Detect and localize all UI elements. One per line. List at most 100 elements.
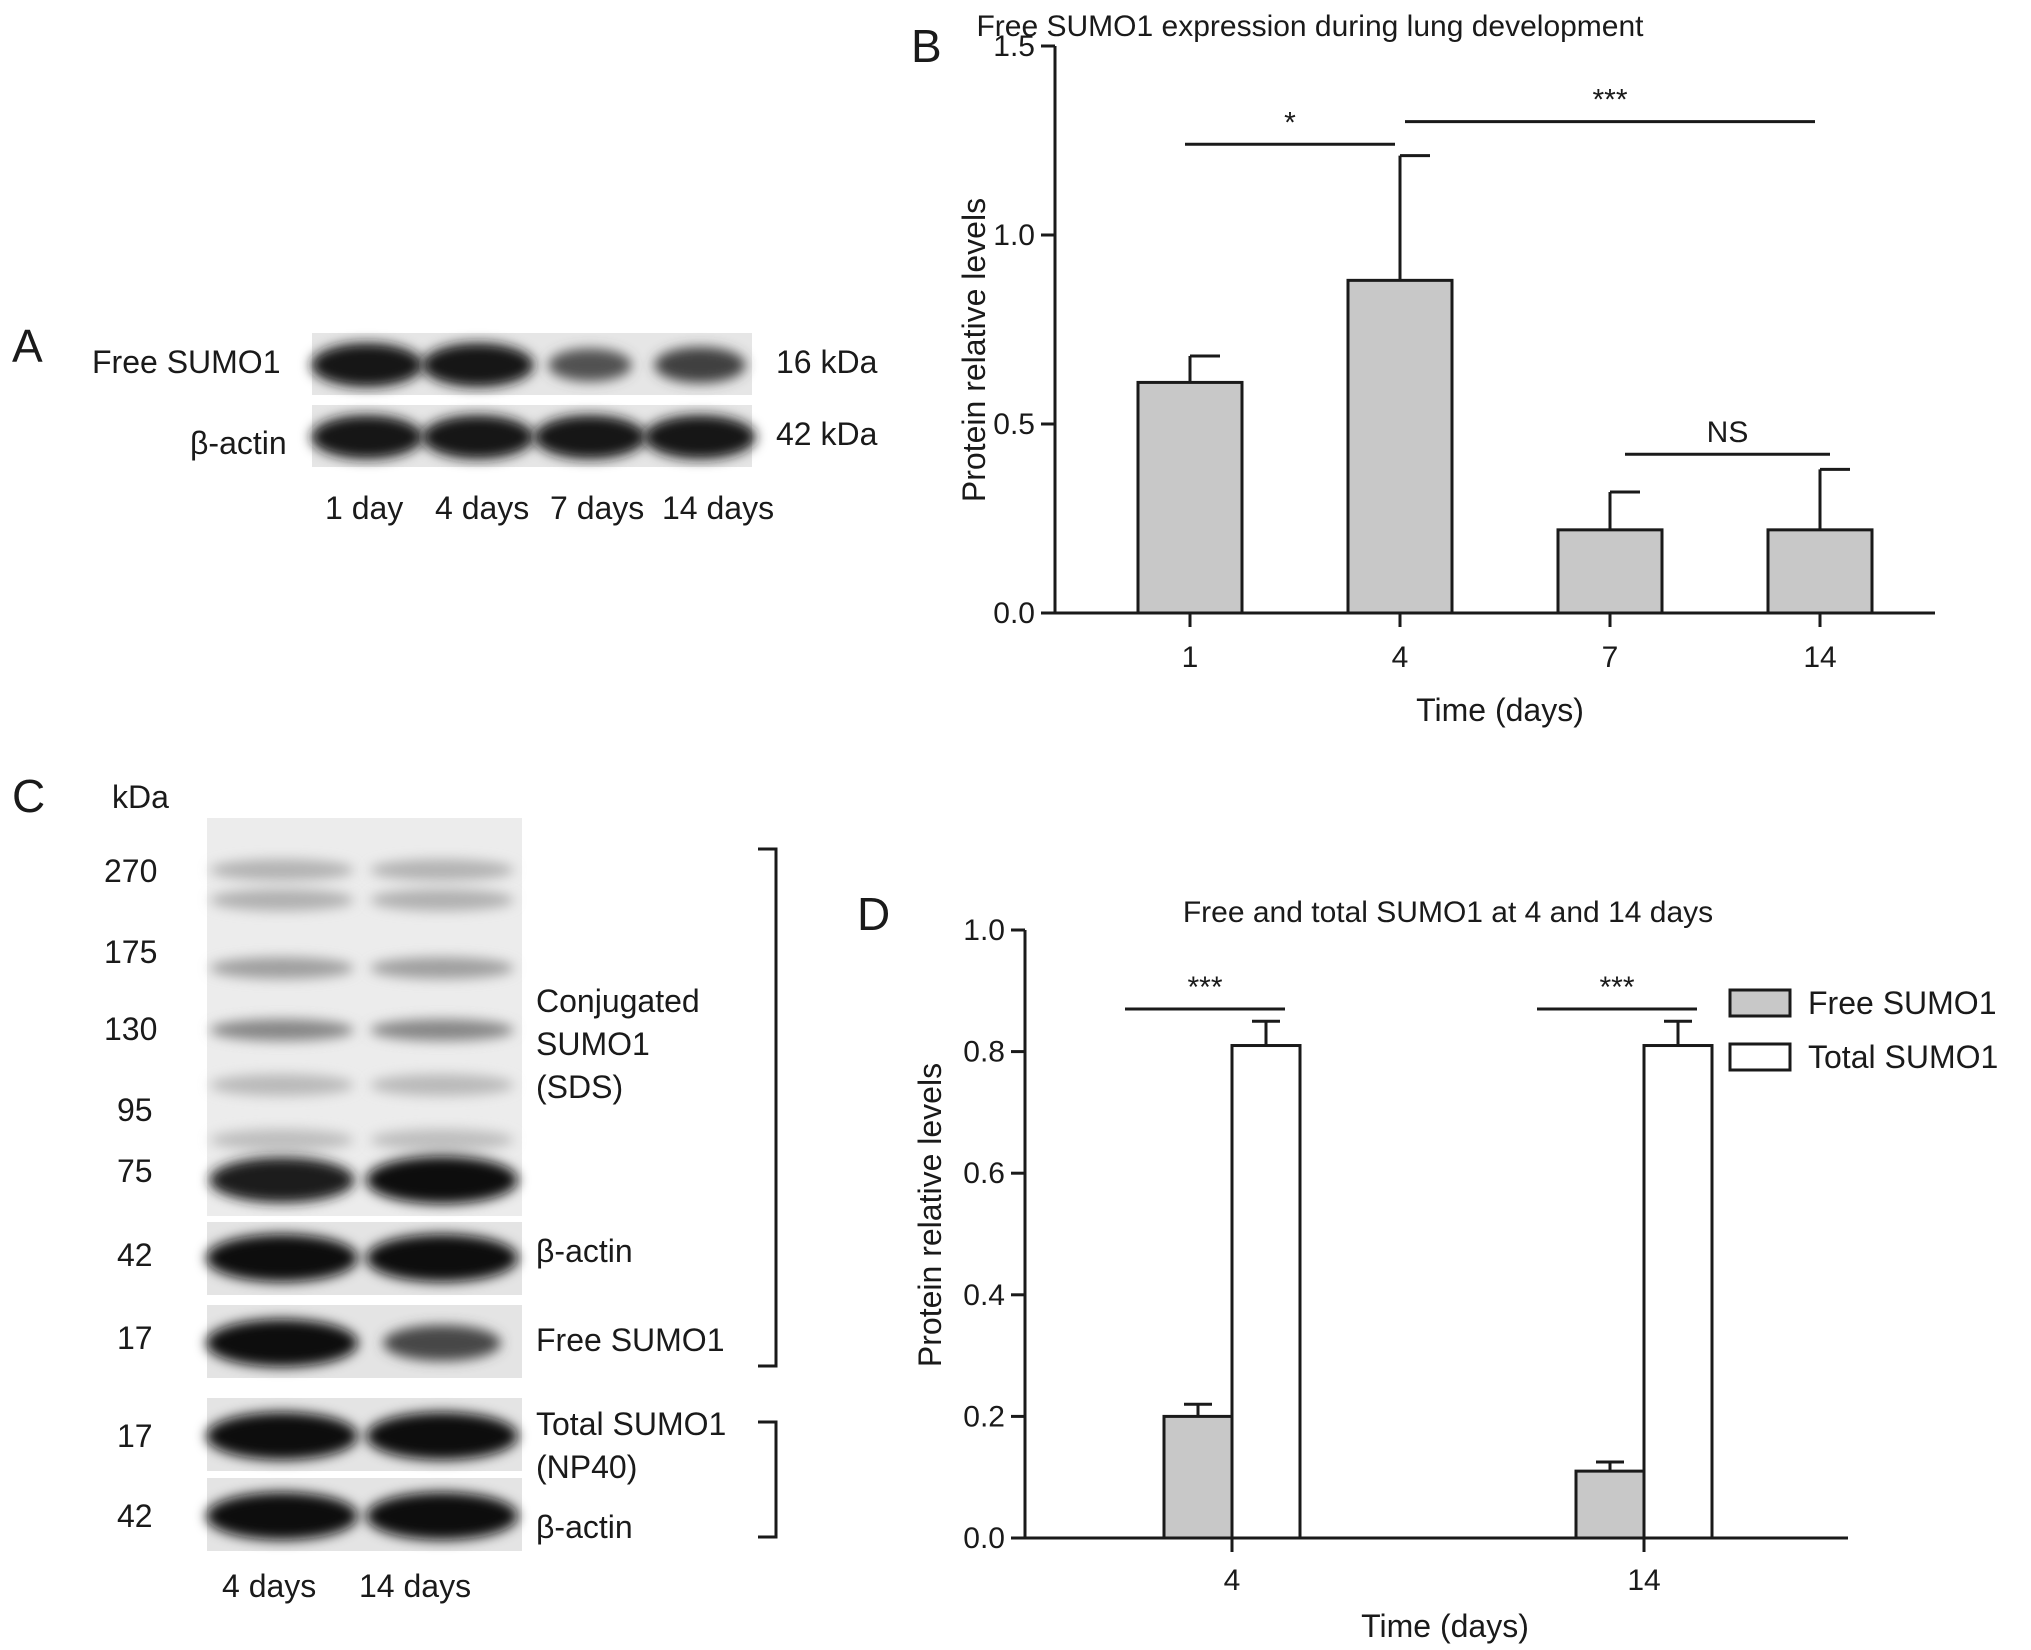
chart-d-xlabel: Time (days) xyxy=(1361,1608,1529,1644)
panel-d: D Free and total SUMO1 at 4 and 14 days … xyxy=(857,888,1998,1644)
chart-b-significance-label: * xyxy=(1284,106,1296,139)
blot-c-smear-4-l1 xyxy=(210,1019,354,1041)
blot-a-lane-4: 14 days xyxy=(662,490,774,526)
chart-b-xlabel: Time (days) xyxy=(1416,692,1584,728)
panel-b: B Free SUMO1 expression during lung deve… xyxy=(911,10,1935,728)
blot-c-band-5-l2 xyxy=(366,1492,518,1540)
blot-c-band-1-l1 xyxy=(209,1157,355,1203)
bracket-np40 xyxy=(758,1420,778,1539)
blot-a-lane-2: 4 days xyxy=(435,490,529,526)
legend-swatch-free xyxy=(1728,988,1792,1018)
chart-d-significance-label: *** xyxy=(1599,971,1634,1004)
blot-a-bands xyxy=(311,343,756,459)
label-actin-top: β-actin xyxy=(536,1233,633,1269)
blot-c-smear-1-l1 xyxy=(210,859,354,881)
blot-c-band-2-l2 xyxy=(366,1234,518,1282)
blot-c-unit: kDa xyxy=(112,779,169,815)
chart-d-ylabel: Protein relative levels xyxy=(912,1063,948,1367)
blot-c-bands xyxy=(206,859,518,1540)
blot-c-smear-5-l2 xyxy=(370,1074,514,1096)
chart-d-xtick-label: 4 xyxy=(1224,1564,1241,1597)
blot-c-band-1-l2 xyxy=(366,1156,518,1204)
blot-a-band-r2-l1 xyxy=(311,415,423,459)
chart-b-bar-4 xyxy=(1346,278,1454,615)
chart-b-bar-7 xyxy=(1556,528,1664,615)
chart-b-ytick-label: 0.5 xyxy=(993,408,1035,441)
chart-b-title: Free SUMO1 expression during lung develo… xyxy=(976,10,1644,43)
chart-b-xtick-label: 14 xyxy=(1803,641,1836,674)
blot-a-band-r2-l3 xyxy=(534,415,646,459)
blot-c-smear-6-l1 xyxy=(210,1129,354,1151)
chart-d-plot: 0.0 0.2 0.4 0.6 0.8 1.0 4 14 *** *** xyxy=(963,914,1848,1597)
chart-b-xtick-label: 7 xyxy=(1602,641,1619,674)
chart-d-bar-4-free xyxy=(1162,1414,1234,1540)
panel-c-letter: C xyxy=(12,770,45,822)
legend-label-total: Total SUMO1 xyxy=(1808,1039,1998,1075)
chart-d-bar-14-total xyxy=(1642,1044,1714,1540)
label-free-sumo1: Free SUMO1 xyxy=(536,1322,724,1358)
blot-a-row2-label: β-actin xyxy=(190,425,287,461)
chart-b-ytick-label: 1.0 xyxy=(993,219,1035,252)
chart-d-ytick-label: 0.0 xyxy=(963,1522,1005,1555)
blot-c-lane-1: 4 days xyxy=(222,1568,316,1604)
chart-d-ytick-label: 0.4 xyxy=(963,1279,1005,1312)
blot-a-lane-1: 1 day xyxy=(325,490,403,526)
label-total-2: (NP40) xyxy=(536,1449,637,1485)
chart-b-plot: 0.00.51.01.51 4 7 14****NS xyxy=(993,30,1935,674)
chart-b-ytick-label: 0.0 xyxy=(993,597,1035,630)
blot-c-lane-2: 14 days xyxy=(359,1568,471,1604)
blot-a-row1-kda: 16 kDa xyxy=(776,344,878,380)
blot-c-smear-3-l1 xyxy=(210,957,354,979)
panel-a-letter: A xyxy=(12,320,43,372)
blot-c-band-4-l2 xyxy=(366,1412,518,1460)
panel-a: A Free SUMO1 β-actin 16 kDa 42 kDa 1 day… xyxy=(12,320,878,526)
panel-d-letter: D xyxy=(857,888,890,940)
blot-a-band-r2-l2 xyxy=(422,415,534,459)
blot-c-smear-2-l1 xyxy=(210,889,354,911)
chart-b-xtick-label: 1 xyxy=(1182,641,1199,674)
blot-a-band-r1-l4 xyxy=(654,347,746,383)
marker-75: 75 xyxy=(117,1153,153,1189)
chart-b-ylabel: Protein relative levels xyxy=(956,198,992,502)
blot-a-row1-label: Free SUMO1 xyxy=(92,344,280,380)
label-actin-bottom: β-actin xyxy=(536,1509,633,1545)
blot-c-smear-1-l2 xyxy=(370,859,514,881)
label-conjugated-2: SUMO1 xyxy=(536,1026,650,1062)
blot-a-band-r1-l3 xyxy=(548,348,632,382)
blot-c-band-3-l2 xyxy=(383,1325,501,1361)
blot-a-lane-3: 7 days xyxy=(550,490,644,526)
marker-95: 95 xyxy=(117,1092,153,1128)
blot-c-band-2-l1 xyxy=(206,1234,358,1282)
chart-b-bar-1 xyxy=(1136,380,1244,615)
label-total-1: Total SUMO1 xyxy=(536,1406,726,1442)
chart-b-significance-label: NS xyxy=(1707,416,1749,449)
legend-swatch-total xyxy=(1728,1042,1792,1072)
blot-c-smear-6-l2 xyxy=(370,1129,514,1151)
chart-d-bar-4-total xyxy=(1230,1044,1302,1540)
blot-c-smear-2-l2 xyxy=(370,889,514,911)
chart-d-title: Free and total SUMO1 at 4 and 14 days xyxy=(1183,896,1713,929)
legend-label-free: Free SUMO1 xyxy=(1808,985,1996,1021)
chart-d-bar-14-free xyxy=(1574,1469,1646,1540)
chart-b-ytick-label: 1.5 xyxy=(993,30,1035,63)
chart-d-ytick-label: 0.2 xyxy=(963,1400,1005,1433)
chart-d-ytick-label: 1.0 xyxy=(963,914,1005,947)
label-conjugated-3: (SDS) xyxy=(536,1069,623,1105)
marker-130: 130 xyxy=(104,1011,157,1047)
chart-b-xtick-label: 4 xyxy=(1392,641,1409,674)
marker-175: 175 xyxy=(104,934,157,970)
blot-c-smear-5-l1 xyxy=(210,1074,354,1096)
bracket-sds xyxy=(758,847,778,1368)
blot-c-smear-4-l2 xyxy=(370,1019,514,1041)
blot-a-band-r1-l2 xyxy=(422,343,534,387)
blot-c-band-3-l1 xyxy=(206,1319,358,1367)
chart-b-significance-label: *** xyxy=(1592,84,1627,117)
marker-270: 270 xyxy=(104,853,157,889)
blot-c-band-5-l1 xyxy=(206,1492,358,1540)
chart-d-significance-label: *** xyxy=(1187,971,1222,1004)
panel-c: C kDa 270 175 130 95 75 42 17 17 42 Conj… xyxy=(12,770,778,1604)
chart-b-bar-14 xyxy=(1766,528,1874,615)
marker-42-top: 42 xyxy=(117,1237,153,1273)
label-conjugated-1: Conjugated xyxy=(536,983,700,1019)
